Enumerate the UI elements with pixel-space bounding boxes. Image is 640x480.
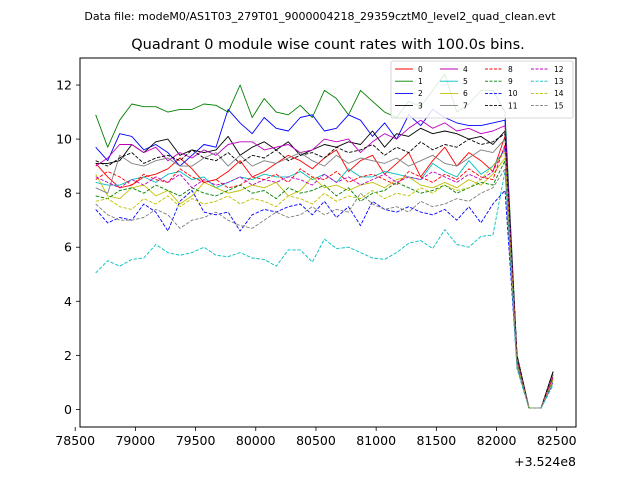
series-line-11 xyxy=(95,133,554,409)
series-line-12 xyxy=(95,146,554,409)
series-line-9 xyxy=(95,160,554,409)
legend-label-3: 3 xyxy=(418,101,423,110)
series-line-8 xyxy=(95,144,554,409)
x-tick-label: 80500 xyxy=(296,433,336,448)
legend-label-10: 10 xyxy=(508,89,518,98)
series-layer xyxy=(95,73,554,409)
series-line-14 xyxy=(95,152,554,409)
x-tick-label: 80000 xyxy=(236,433,276,448)
x-tick-label: 82500 xyxy=(537,433,577,448)
legend-label-0: 0 xyxy=(418,65,423,74)
y-tick-label: 8 xyxy=(64,186,72,201)
y-tick-label: 6 xyxy=(64,240,72,255)
x-offset-label: +3.524e8 xyxy=(514,454,576,469)
legend-label-13: 13 xyxy=(554,77,564,86)
series-line-4 xyxy=(95,119,554,409)
legend-label-15: 15 xyxy=(554,101,564,110)
x-tick-label: 78500 xyxy=(55,433,95,448)
x-tick-label: 81500 xyxy=(416,433,456,448)
x-axis: 78500 79000 79500 80000 80500 81000 81500 82000… xyxy=(55,427,577,448)
legend-label-14: 14 xyxy=(554,89,564,98)
legend-label-8: 8 xyxy=(508,65,513,74)
chart-suptitle: Data file: modeM0/AS1T03_279T01_90000042… xyxy=(84,10,556,23)
series-line-6 xyxy=(95,157,554,409)
x-tick-label: 79500 xyxy=(176,433,216,448)
series-line-13 xyxy=(95,171,554,409)
y-tick-label: 10 xyxy=(56,132,72,147)
x-tick-label: 81000 xyxy=(356,433,396,448)
legend-label-5: 5 xyxy=(463,77,468,86)
chart-title: Quadrant 0 module wise count rates with … xyxy=(131,37,525,53)
x-tick-label: 82000 xyxy=(477,433,517,448)
y-tick-label: 12 xyxy=(56,78,72,93)
legend-label-2: 2 xyxy=(418,89,423,98)
y-tick-label: 4 xyxy=(64,294,72,309)
series-line-3 xyxy=(95,127,554,409)
y-tick-label: 0 xyxy=(64,402,72,417)
y-axis: 0 2 4 6 8 10 12 xyxy=(56,78,80,417)
legend-box xyxy=(390,60,574,119)
legend-label-9: 9 xyxy=(508,77,513,86)
legend-label-6: 6 xyxy=(463,89,468,98)
legend-label-12: 12 xyxy=(554,65,564,74)
legend-label-11: 11 xyxy=(508,101,518,110)
plot-frame xyxy=(79,57,577,428)
legend-label-1: 1 xyxy=(418,77,423,86)
legend-label-7: 7 xyxy=(463,101,468,110)
series-line-15 xyxy=(95,168,554,409)
y-tick-label: 2 xyxy=(64,348,72,363)
series-line-7 xyxy=(95,138,554,409)
x-tick-label: 79000 xyxy=(115,433,155,448)
legend-label-4: 4 xyxy=(463,65,468,74)
series-line-10 xyxy=(95,190,554,409)
